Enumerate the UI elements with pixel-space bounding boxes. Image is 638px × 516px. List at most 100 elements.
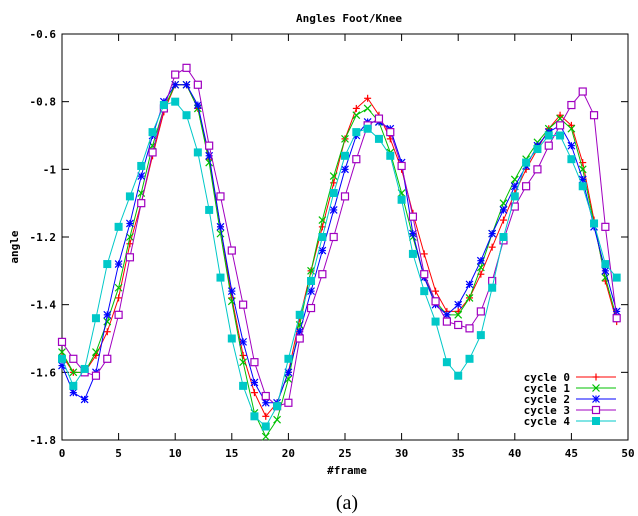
- x-tick-label: 0: [59, 447, 66, 460]
- y-tick-label: -1.2: [30, 231, 57, 244]
- data-point: [363, 124, 372, 133]
- data-point: [341, 151, 349, 160]
- data-point: [171, 97, 180, 106]
- data-point: [601, 266, 610, 275]
- data-point: [567, 155, 576, 164]
- data-point: [363, 104, 372, 113]
- data-point: [612, 307, 621, 316]
- legend-label: cycle 3: [524, 404, 570, 417]
- data-point: [103, 260, 112, 269]
- data-point: [408, 212, 418, 221]
- data-point: [522, 182, 531, 191]
- data-point: [239, 337, 248, 346]
- data-point: [488, 243, 496, 251]
- data-point: [465, 354, 474, 363]
- data-point: [454, 320, 463, 330]
- data-point: [397, 161, 406, 171]
- data-point: [159, 101, 168, 110]
- data-point: [544, 131, 553, 140]
- data-point: [386, 128, 395, 137]
- data-point: [341, 165, 349, 174]
- data-point: [137, 172, 146, 181]
- data-point: [125, 253, 135, 262]
- data-point: [250, 378, 259, 387]
- data-point: [261, 432, 270, 441]
- data-point: [92, 348, 100, 356]
- data-point: [80, 395, 89, 404]
- data-point: [261, 422, 270, 431]
- data-point: [329, 206, 338, 214]
- data-point: [137, 161, 146, 170]
- data-point: [171, 70, 180, 79]
- data-point: [567, 141, 576, 150]
- data-point: [227, 287, 236, 296]
- data-point: [522, 158, 531, 167]
- y-tick-label: -0.6: [30, 28, 57, 41]
- data-point: [567, 121, 575, 129]
- data-point: [69, 388, 78, 397]
- data-point: [499, 206, 508, 214]
- data-point: [216, 222, 225, 231]
- data-point: [216, 273, 225, 282]
- data-point: [454, 310, 463, 319]
- x-tick-label: 5: [115, 447, 122, 460]
- data-point: [352, 104, 360, 112]
- data-point: [137, 199, 146, 208]
- legend-marker: [592, 395, 600, 403]
- data-point: [488, 229, 497, 238]
- data-point: [57, 337, 67, 346]
- data-point: [284, 398, 293, 407]
- data-point: [114, 310, 123, 319]
- data-point: [239, 300, 248, 309]
- x-axis-label: #frame: [327, 464, 367, 477]
- data-point: [340, 192, 350, 201]
- data-point: [330, 179, 338, 187]
- data-point: [589, 111, 599, 120]
- data-point: [114, 283, 123, 292]
- y-tick-label: -1.6: [30, 366, 57, 379]
- data-point: [205, 205, 214, 214]
- y-axis-label: angle: [8, 230, 21, 263]
- data-point: [205, 141, 214, 150]
- data-point: [420, 250, 428, 258]
- data-point: [125, 192, 134, 201]
- legend-label: cycle 1: [524, 382, 571, 395]
- data-point: [307, 287, 315, 296]
- data-point: [567, 100, 576, 110]
- data-point: [442, 317, 451, 326]
- data-point: [318, 270, 327, 279]
- data-point: [590, 219, 599, 228]
- data-point: [432, 287, 440, 295]
- data-point: [91, 314, 100, 323]
- data-point: [329, 232, 338, 242]
- data-point: [454, 371, 463, 380]
- y-tick-label: -1: [43, 163, 57, 176]
- data-point: [499, 216, 507, 224]
- data-point: [465, 280, 474, 289]
- data-point: [408, 249, 417, 258]
- x-tick-label: 25: [338, 447, 351, 460]
- data-point: [386, 151, 395, 160]
- data-point: [115, 294, 123, 302]
- data-point: [601, 222, 610, 231]
- data-point: [510, 202, 519, 211]
- data-point: [329, 189, 338, 198]
- legend-marker: [591, 405, 601, 415]
- data-point: [533, 165, 542, 174]
- data-point: [454, 300, 463, 309]
- chart-title: Angles Foot/Knee: [296, 12, 402, 25]
- data-point: [601, 260, 610, 269]
- x-tick-label: 20: [282, 447, 295, 460]
- data-point: [250, 389, 258, 397]
- data-point: [216, 192, 225, 201]
- series-line: [61, 84, 618, 418]
- data-point: [182, 80, 191, 89]
- y-tick-label: -1.4: [30, 299, 57, 312]
- data-point: [431, 317, 440, 326]
- x-tick-label: 45: [565, 447, 578, 460]
- data-point: [397, 195, 406, 204]
- data-point: [182, 111, 191, 120]
- data-point: [250, 412, 259, 421]
- data-point: [148, 148, 157, 157]
- data-point: [318, 246, 327, 255]
